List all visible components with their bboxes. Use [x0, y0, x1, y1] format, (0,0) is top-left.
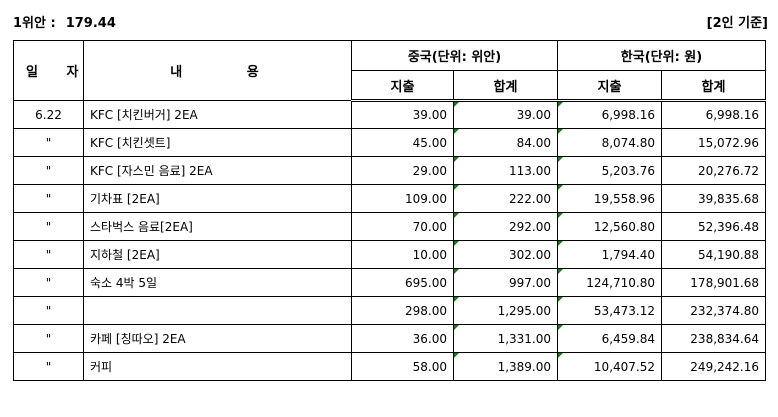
exchange-rate-value: 179.44: [65, 16, 116, 31]
cell-cny-expense[interactable]: 36.00: [351, 324, 454, 353]
cell-description[interactable]: KFC [치킨버거] 2EA: [83, 100, 352, 129]
cell-krw-expense[interactable]: 12,560.80: [557, 212, 662, 241]
cell-krw-total[interactable]: 39,835.68: [660, 184, 767, 213]
cell-date[interactable]: ": [13, 240, 84, 269]
cell-date[interactable]: ": [13, 352, 84, 381]
cell-cny-expense[interactable]: 10.00: [351, 240, 454, 269]
cell-cny-expense[interactable]: 29.00: [351, 156, 454, 185]
header-korea[interactable]: 한국(단위: 원): [556, 40, 767, 71]
cell-description[interactable]: 카페 [칭따오] 2EA: [83, 324, 352, 353]
cell-krw-expense[interactable]: 5,203.76: [557, 156, 662, 185]
cell-description[interactable]: [83, 296, 352, 325]
cell-description[interactable]: KFC [자스민 음료] 2EA: [83, 156, 352, 185]
cell-cny-expense[interactable]: 45.00: [351, 128, 454, 157]
table-row: " 숙소 4박 5일 695.00 997.00 124,710.80 178,901.6…: [13, 268, 767, 297]
cell-description[interactable]: KFC [치킨셋트]: [83, 128, 352, 157]
cell-krw-total[interactable]: 249,242.16: [660, 352, 767, 381]
header-china[interactable]: 중국(단위: 위안): [351, 40, 558, 71]
cell-cny-total[interactable]: 292.00: [453, 212, 558, 241]
exchange-rate: 1위안 : 179.44: [13, 12, 116, 31]
cell-krw-total[interactable]: 238,834.64: [660, 324, 767, 353]
cell-date[interactable]: ": [13, 212, 84, 241]
cell-date[interactable]: ": [13, 156, 84, 185]
header-china-total[interactable]: 합계: [453, 70, 558, 102]
cell-description[interactable]: 숙소 4박 5일: [83, 268, 352, 297]
expense-rows: 6.22 KFC [치킨버거] 2EA 39.00 39.00 6,998.16 6,99…: [13, 100, 767, 381]
table-row: " 298.00 1,295.00 53,473.12 232,374.80: [13, 296, 767, 325]
cell-krw-expense[interactable]: 10,407.52: [557, 352, 662, 381]
sheet-top-info: 1위안 : 179.44 [2인 기준]: [0, 0, 778, 36]
cell-cny-total[interactable]: 1,389.00: [453, 352, 558, 381]
cell-cny-total[interactable]: 302.00: [453, 240, 558, 269]
table-row: " 지하철 [2EA] 10.00 302.00 1,794.40 54,190.88: [13, 240, 767, 269]
cell-krw-total[interactable]: 6,998.16: [660, 100, 767, 129]
cell-krw-total[interactable]: 52,396.48: [660, 212, 767, 241]
cell-krw-expense[interactable]: 124,710.80: [557, 268, 662, 297]
cell-krw-expense[interactable]: 53,473.12: [557, 296, 662, 325]
cell-krw-expense[interactable]: 6,459.84: [557, 324, 662, 353]
cell-cny-total[interactable]: 1,331.00: [453, 324, 558, 353]
exchange-rate-label: 1위안 :: [13, 16, 56, 31]
cell-krw-total[interactable]: 20,276.72: [660, 156, 767, 185]
cell-krw-expense[interactable]: 6,998.16: [557, 100, 662, 129]
cell-cny-total[interactable]: 1,295.00: [453, 296, 558, 325]
cell-description[interactable]: 커피: [83, 352, 352, 381]
header-date[interactable]: 일 자: [13, 40, 84, 101]
cell-krw-total[interactable]: 54,190.88: [660, 240, 767, 269]
cell-cny-expense[interactable]: 695.00: [351, 268, 454, 297]
cell-krw-total[interactable]: 232,374.80: [660, 296, 767, 325]
cell-description[interactable]: 기차표 [2EA]: [83, 184, 352, 213]
table-row: " KFC [치킨셋트] 45.00 84.00 8,074.80 15,072.96: [13, 128, 767, 157]
table-row: " KFC [자스민 음료] 2EA 29.00 113.00 5,203.76 20,2…: [13, 156, 767, 185]
expense-table: 일 자 내 용 중국(단위: 위안) 한국(단위: 원) 지출 합계 지출 합계…: [13, 40, 767, 381]
cell-date[interactable]: 6.22: [13, 100, 84, 129]
cell-cny-expense[interactable]: 39.00: [351, 100, 454, 129]
basis-note: [2인 기준]: [706, 16, 768, 31]
header-content[interactable]: 내 용: [83, 40, 352, 101]
table-row: " 기차표 [2EA] 109.00 222.00 19,558.96 39,835.68: [13, 184, 767, 213]
cell-date[interactable]: ": [13, 184, 84, 213]
cell-cny-expense[interactable]: 109.00: [351, 184, 454, 213]
table-row: " 커피 58.00 1,389.00 10,407.52 249,242.16: [13, 352, 767, 381]
header-korea-total[interactable]: 합계: [660, 70, 767, 102]
table-row: 6.22 KFC [치킨버거] 2EA 39.00 39.00 6,998.16 6,99…: [13, 100, 767, 129]
cell-cny-expense[interactable]: 298.00: [351, 296, 454, 325]
cell-description[interactable]: 스타벅스 음료[2EA]: [83, 212, 352, 241]
header-korea-expense[interactable]: 지출: [557, 70, 662, 102]
cell-date[interactable]: ": [13, 296, 84, 325]
cell-cny-total[interactable]: 222.00: [453, 184, 558, 213]
cell-krw-total[interactable]: 178,901.68: [660, 268, 767, 297]
cell-date[interactable]: ": [13, 324, 84, 353]
cell-krw-total[interactable]: 15,072.96: [660, 128, 767, 157]
cell-cny-expense[interactable]: 58.00: [351, 352, 454, 381]
table-row: " 카페 [칭따오] 2EA 36.00 1,331.00 6,459.84 238,83…: [13, 324, 767, 353]
cell-krw-expense[interactable]: 1,794.40: [557, 240, 662, 269]
header-china-expense[interactable]: 지출: [351, 70, 454, 102]
cell-date[interactable]: ": [13, 128, 84, 157]
cell-krw-expense[interactable]: 8,074.80: [557, 128, 662, 157]
table-row: " 스타벅스 음료[2EA] 70.00 292.00 12,560.80 52,396.…: [13, 212, 767, 241]
cell-cny-total[interactable]: 84.00: [453, 128, 558, 157]
cell-date[interactable]: ": [13, 268, 84, 297]
cell-cny-total[interactable]: 113.00: [453, 156, 558, 185]
cell-description[interactable]: 지하철 [2EA]: [83, 240, 352, 269]
cell-cny-total[interactable]: 997.00: [453, 268, 558, 297]
cell-cny-total[interactable]: 39.00: [453, 100, 558, 129]
cell-cny-expense[interactable]: 70.00: [351, 212, 454, 241]
cell-krw-expense[interactable]: 19,558.96: [557, 184, 662, 213]
